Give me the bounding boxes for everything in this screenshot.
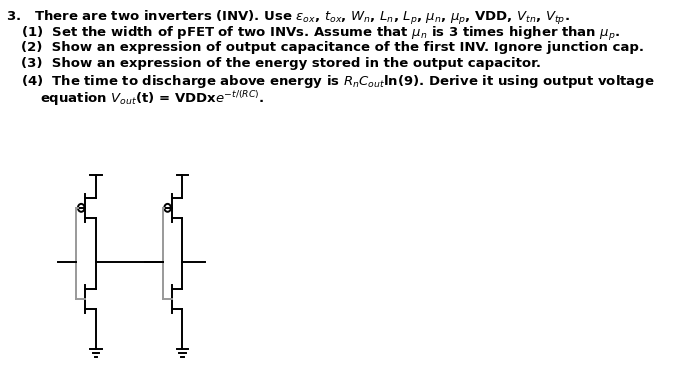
Text: (4)  The time to discharge above energy is $R_nC_{out}$ln(9). Derive it using ou: (4) The time to discharge above energy i… bbox=[21, 73, 655, 90]
Text: equation $V_{out}$(t) = VDDx$e^{-t/(RC)}$.: equation $V_{out}$(t) = VDDx$e^{-t/(RC)}… bbox=[40, 89, 265, 108]
Text: (3)  Show an expression of the energy stored in the output capacitor.: (3) Show an expression of the energy sto… bbox=[21, 57, 541, 70]
Text: (1)  Set the width of pFET of two INVs. Assume that $\mu_n$ is 3 times higher th: (1) Set the width of pFET of two INVs. A… bbox=[21, 25, 621, 43]
Text: 3.   There are two inverters (INV). Use $\varepsilon_{ox}$, $t_{ox}$, $W_n$, $L_: 3. There are two inverters (INV). Use $\… bbox=[6, 9, 570, 27]
Text: (2)  Show an expression of output capacitance of the first INV. Ignore junction : (2) Show an expression of output capacit… bbox=[21, 41, 644, 54]
